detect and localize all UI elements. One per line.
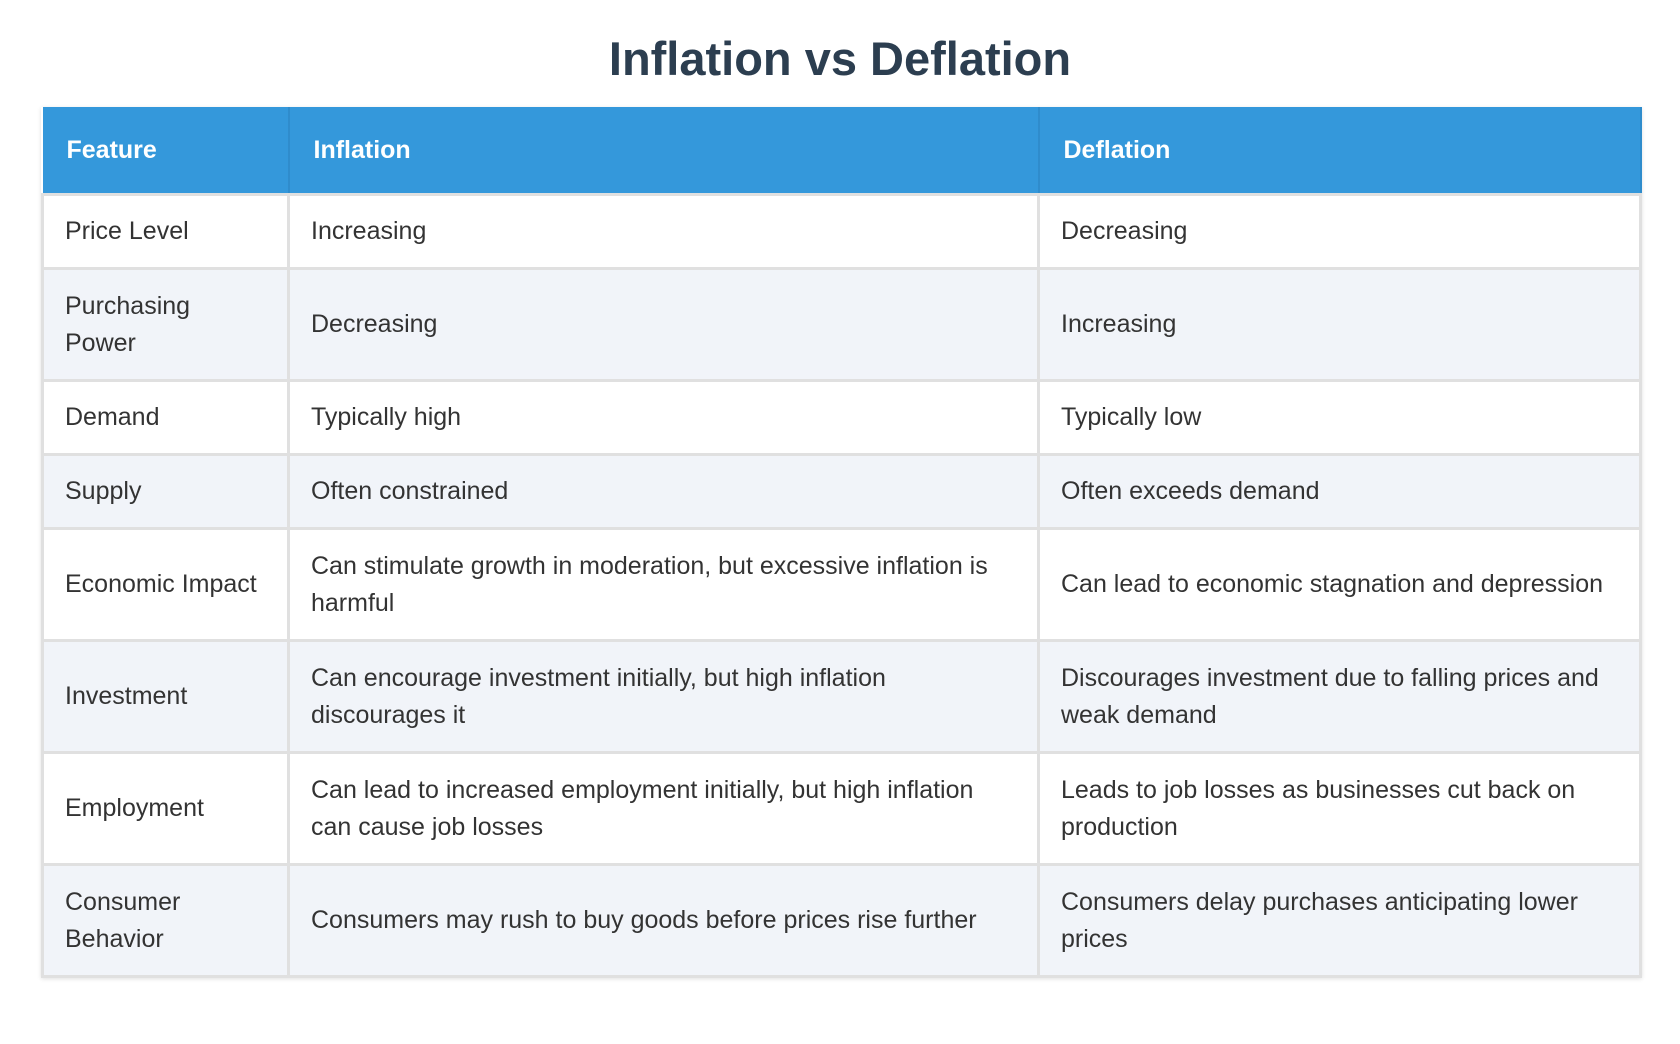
table-row: Purchasing Power Decreasing Increasing xyxy=(41,267,1642,382)
table-cell: Can stimulate growth in moderation, but … xyxy=(287,527,1040,642)
table-cell: Typically low xyxy=(1037,379,1642,456)
feature-cell: Purchasing Power xyxy=(41,267,290,382)
table-cell: Consumers may rush to buy goods before p… xyxy=(287,863,1040,978)
feature-cell: Consumer Behavior xyxy=(41,863,290,978)
header-row: Feature Inflation Deflation xyxy=(42,107,1642,195)
table-cell: Leads to job losses as businesses cut ba… xyxy=(1037,751,1642,866)
table-cell: Typically high xyxy=(287,379,1040,456)
feature-cell: Supply xyxy=(41,453,290,530)
table-row: Price Level Increasing Decreasing xyxy=(41,193,1642,270)
feature-cell: Economic Impact xyxy=(41,527,290,642)
table-row: Investment Can encourage investment initi… xyxy=(41,639,1642,754)
feature-cell: Demand xyxy=(41,379,290,456)
table-cell: Consumers delay purchases anticipating l… xyxy=(1037,863,1642,978)
table-cell: Can lead to increased employment initial… xyxy=(287,751,1040,866)
table-cell: Increasing xyxy=(1037,267,1642,382)
column-header: Inflation xyxy=(288,107,1040,195)
page-title: Inflation vs Deflation xyxy=(608,32,1072,85)
table-row: Economic Impact Can stimulate growth in m… xyxy=(41,527,1642,642)
table-row: Supply Often constrained Often exceeds dem… xyxy=(41,453,1642,530)
feature-cell: Price Level xyxy=(41,193,290,270)
table-row: Demand Typically high Typically low xyxy=(41,379,1642,456)
comparison-table: Feature Inflation Deflation Price Level Inc… xyxy=(41,107,1642,978)
table-cell: Decreasing xyxy=(1037,193,1642,270)
feature-cell: Employment xyxy=(41,751,290,866)
table-cell: Can encourage investment initially, but … xyxy=(287,639,1040,754)
table-cell: Can lead to economic stagnation and depr… xyxy=(1037,527,1642,642)
column-header: Deflation xyxy=(1038,107,1642,195)
table-row: Employment Can lead to increased employme… xyxy=(41,751,1642,866)
table-cell: Discourages investment due to falling pr… xyxy=(1037,639,1642,754)
table-cell: Increasing xyxy=(287,193,1040,270)
table-cell: Decreasing xyxy=(287,267,1040,382)
table-row: Consumer Behavior Consumers may rush to b… xyxy=(41,863,1642,978)
table-body: Price Level Increasing Decreasing Purchasin… xyxy=(41,193,1642,978)
table-cell: Often constrained xyxy=(287,453,1040,530)
column-header: Feature xyxy=(42,107,290,195)
feature-cell: Investment xyxy=(41,639,290,754)
table-cell: Often exceeds demand xyxy=(1037,453,1642,530)
